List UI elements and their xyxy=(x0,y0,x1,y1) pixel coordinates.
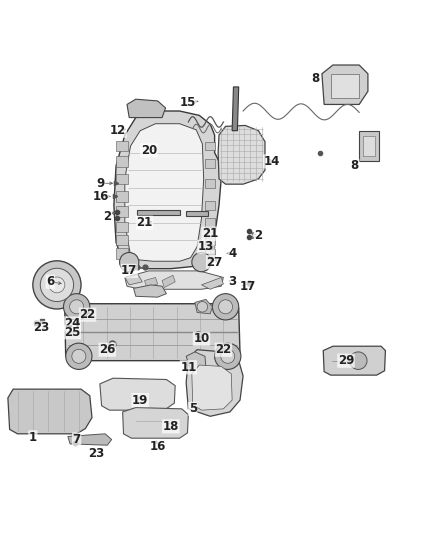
Polygon shape xyxy=(116,174,128,184)
Polygon shape xyxy=(123,408,188,438)
Polygon shape xyxy=(65,304,240,361)
Circle shape xyxy=(120,253,139,272)
Circle shape xyxy=(72,349,86,364)
Polygon shape xyxy=(162,275,175,287)
Polygon shape xyxy=(205,201,215,209)
Polygon shape xyxy=(116,141,128,151)
Text: 18: 18 xyxy=(162,420,179,433)
Text: 19: 19 xyxy=(132,393,148,407)
Text: 25: 25 xyxy=(64,326,81,338)
Circle shape xyxy=(215,343,241,369)
Circle shape xyxy=(64,294,90,320)
Text: 6: 6 xyxy=(46,276,54,288)
Polygon shape xyxy=(218,125,265,184)
Polygon shape xyxy=(116,248,128,259)
Circle shape xyxy=(33,261,81,309)
Polygon shape xyxy=(116,156,128,167)
Text: 27: 27 xyxy=(206,256,223,269)
Text: 29: 29 xyxy=(338,354,354,367)
Text: 22: 22 xyxy=(79,308,96,321)
Text: 24: 24 xyxy=(64,317,81,330)
Polygon shape xyxy=(127,99,166,118)
Polygon shape xyxy=(125,271,223,289)
Text: 16: 16 xyxy=(149,440,166,454)
Text: 22: 22 xyxy=(215,343,232,356)
Text: 4: 4 xyxy=(228,247,236,260)
Text: 20: 20 xyxy=(141,144,157,157)
Circle shape xyxy=(350,352,367,369)
Circle shape xyxy=(212,294,239,320)
Polygon shape xyxy=(201,278,223,289)
Text: 1: 1 xyxy=(29,431,37,444)
Polygon shape xyxy=(331,74,359,98)
Circle shape xyxy=(221,349,235,364)
Polygon shape xyxy=(205,236,215,245)
Polygon shape xyxy=(134,285,166,297)
Text: 10: 10 xyxy=(193,332,210,345)
Text: 14: 14 xyxy=(263,155,280,168)
Polygon shape xyxy=(186,352,206,372)
Polygon shape xyxy=(186,211,208,216)
Text: 16: 16 xyxy=(92,190,109,203)
Text: 8: 8 xyxy=(311,71,319,85)
Polygon shape xyxy=(205,179,215,188)
Polygon shape xyxy=(114,111,221,269)
Text: 5: 5 xyxy=(189,402,197,415)
Polygon shape xyxy=(323,346,385,375)
Polygon shape xyxy=(145,278,158,287)
Polygon shape xyxy=(68,434,112,445)
Polygon shape xyxy=(363,136,375,156)
Polygon shape xyxy=(116,235,128,246)
Polygon shape xyxy=(205,249,215,258)
Polygon shape xyxy=(205,219,215,227)
Text: 12: 12 xyxy=(110,124,127,137)
Text: 21: 21 xyxy=(136,216,153,229)
Polygon shape xyxy=(8,389,92,434)
Polygon shape xyxy=(100,378,175,410)
Text: 11: 11 xyxy=(180,361,197,374)
Polygon shape xyxy=(192,365,232,410)
Text: 2: 2 xyxy=(254,229,262,243)
Polygon shape xyxy=(125,124,204,261)
Polygon shape xyxy=(116,206,128,217)
Text: 2: 2 xyxy=(103,209,111,223)
Circle shape xyxy=(219,300,233,314)
Polygon shape xyxy=(116,222,128,232)
Polygon shape xyxy=(137,209,180,215)
Circle shape xyxy=(49,277,65,293)
Polygon shape xyxy=(186,350,243,416)
Polygon shape xyxy=(359,131,379,161)
Text: 7: 7 xyxy=(73,433,81,446)
Polygon shape xyxy=(322,65,368,104)
Polygon shape xyxy=(125,274,142,285)
Circle shape xyxy=(70,300,84,314)
Text: 17: 17 xyxy=(239,280,256,293)
Text: 23: 23 xyxy=(88,448,105,461)
Text: 23: 23 xyxy=(33,321,50,334)
Text: 21: 21 xyxy=(202,227,219,240)
Text: 13: 13 xyxy=(198,240,214,253)
Polygon shape xyxy=(116,191,128,201)
Circle shape xyxy=(192,253,211,272)
Polygon shape xyxy=(205,142,215,150)
Circle shape xyxy=(40,268,74,302)
Text: 17: 17 xyxy=(121,264,138,277)
Circle shape xyxy=(66,343,92,369)
Text: 15: 15 xyxy=(180,96,197,109)
Circle shape xyxy=(197,302,208,312)
Text: 3: 3 xyxy=(228,276,236,288)
Polygon shape xyxy=(195,300,212,314)
Text: 26: 26 xyxy=(99,343,116,356)
Text: 8: 8 xyxy=(351,159,359,172)
Polygon shape xyxy=(232,87,239,131)
Polygon shape xyxy=(205,159,215,168)
Text: 9: 9 xyxy=(97,177,105,190)
